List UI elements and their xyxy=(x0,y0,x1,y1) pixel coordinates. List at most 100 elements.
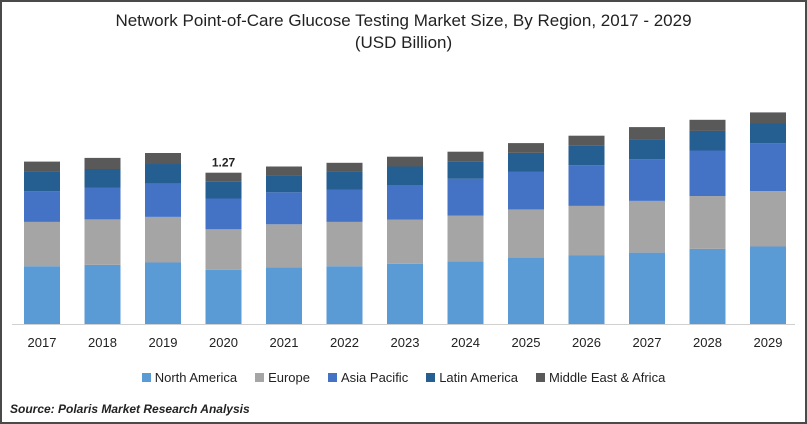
legend-swatch-asia-pacific xyxy=(328,373,337,382)
bar-segment-2022-latin-america xyxy=(326,171,363,190)
bar-segment-2026-middle-east-africa xyxy=(568,135,605,146)
bar-segment-2020-europe xyxy=(205,229,242,270)
bar-segment-2027-europe xyxy=(629,201,665,253)
bar-segment-2019-middle-east-africa xyxy=(145,153,181,165)
x-tick-label-2027: 2027 xyxy=(633,335,662,350)
bar-segment-2029-middle-east-africa xyxy=(750,112,786,124)
bar-segment-2024-latin-america xyxy=(447,161,484,179)
bar-segment-2026-north-america xyxy=(568,255,605,324)
bar-segment-2026-asia-pacific xyxy=(568,165,605,206)
bar-segment-2018-latin-america xyxy=(84,169,121,188)
bar-segment-2025-europe xyxy=(508,209,544,258)
legend-label-asia-pacific: Asia Pacific xyxy=(341,370,409,385)
x-tick-label-2021: 2021 xyxy=(270,335,299,350)
bar-segment-2029-latin-america xyxy=(750,123,786,144)
legend-item-asia-pacific: Asia Pacific xyxy=(328,370,408,385)
legend-label-europe: Europe xyxy=(268,370,310,385)
stacked-bar-chart: 2017 2018 2019 2020 1.27 2021 2022 2023 2024 2025… xyxy=(12,112,795,350)
legend-swatch-middle-east-africa xyxy=(535,373,545,382)
bar-segment-2029-asia-pacific xyxy=(750,143,786,192)
legend-swatch-north-america xyxy=(141,373,151,382)
data-label-2020: 1.27 xyxy=(212,156,236,170)
bar-segment-2027-north-america xyxy=(629,252,665,324)
x-tick-label-2025: 2025 xyxy=(512,335,541,350)
x-tick-label-2024: 2024 xyxy=(451,335,480,350)
bar-segment-2022-europe xyxy=(326,221,363,267)
bar-segment-2021-europe xyxy=(266,224,302,268)
bar-segment-2019-north-america xyxy=(145,262,181,324)
source-note: Source: Polaris Market Research Analysis xyxy=(10,402,250,416)
x-tick-label-2018: 2018 xyxy=(88,335,117,350)
bar-segment-2028-asia-pacific xyxy=(689,150,726,196)
bar-segment-2027-middle-east-africa xyxy=(629,127,665,140)
bar-segment-2023-europe xyxy=(387,219,423,264)
legend-swatch-latin-america xyxy=(426,373,436,382)
bar-segment-2020-asia-pacific xyxy=(205,198,242,230)
bar-segment-2022-middle-east-africa xyxy=(326,162,363,172)
bar-segment-2018-middle-east-africa xyxy=(84,157,121,169)
bar-segment-2017-latin-america xyxy=(24,171,60,192)
bar-segment-2024-europe xyxy=(447,215,484,262)
bar-segment-2024-asia-pacific xyxy=(447,178,484,216)
legend-item-europe: Europe xyxy=(255,370,310,385)
bar-segment-2028-latin-america xyxy=(689,130,726,151)
bar-segment-2018-asia-pacific xyxy=(84,187,121,220)
bar-segment-2017-asia-pacific xyxy=(24,191,60,222)
bar-segment-2028-europe xyxy=(689,196,726,249)
bar-segment-2025-north-america xyxy=(508,257,544,324)
x-tick-label-2029: 2029 xyxy=(754,335,783,350)
chart-legend: North America Europe Asia Pacific Latin Ame… xyxy=(2,370,805,385)
bar-segment-2021-north-america xyxy=(266,267,302,324)
bar-segment-2020-latin-america xyxy=(205,181,242,199)
bar-segment-2017-europe xyxy=(24,221,60,267)
bar-segment-2017-middle-east-africa xyxy=(24,161,60,172)
bar-segment-2020-middle-east-africa xyxy=(205,172,242,182)
bar-segment-2028-middle-east-africa xyxy=(689,119,726,131)
bar-segment-2023-latin-america xyxy=(387,166,423,185)
bar-segment-2024-north-america xyxy=(447,261,484,324)
bar-segment-2027-latin-america xyxy=(629,139,665,160)
x-tick-label-2020: 2020 xyxy=(209,335,238,350)
x-tick-label-2023: 2023 xyxy=(391,335,420,350)
bar-segment-2021-middle-east-africa xyxy=(266,166,302,176)
bar-segment-2029-north-america xyxy=(750,246,786,324)
bar-segment-2021-asia-pacific xyxy=(266,192,302,225)
bar-segment-2022-asia-pacific xyxy=(326,189,363,222)
bar-segment-2026-latin-america xyxy=(568,145,605,166)
legend-label-middle-east-africa: Middle East & Africa xyxy=(548,370,666,385)
legend-item-north-america: North America xyxy=(141,370,237,385)
bar-segment-2018-north-america xyxy=(84,264,121,324)
bar-segment-2019-asia-pacific xyxy=(145,183,181,217)
bar-segment-2025-middle-east-africa xyxy=(508,143,544,153)
x-tick-label-2019: 2019 xyxy=(149,335,178,350)
x-tick-label-2022: 2022 xyxy=(330,335,359,350)
legend-swatch-europe xyxy=(255,373,265,382)
legend-item-latin-america: Latin America xyxy=(426,370,518,385)
bar-segment-2017-north-america xyxy=(24,266,60,324)
bar-segment-2023-middle-east-africa xyxy=(387,156,423,167)
bar-segment-2029-europe xyxy=(750,191,786,247)
bar-segment-2021-latin-america xyxy=(266,175,302,193)
chart-title-line1: Network Point-of-Care Glucose Testing Ma… xyxy=(115,11,692,30)
bar-segment-2022-north-america xyxy=(326,266,363,324)
x-tick-label-2026: 2026 xyxy=(572,335,601,350)
bar-segment-2018-europe xyxy=(84,219,121,265)
x-tick-label-2017: 2017 xyxy=(28,335,57,350)
bar-segment-2025-latin-america xyxy=(508,153,544,172)
bar-segment-2028-north-america xyxy=(689,248,726,324)
bar-segment-2023-north-america xyxy=(387,263,423,324)
bar-segment-2020-north-america xyxy=(205,269,242,324)
legend-label-latin-america: Latin America xyxy=(439,370,518,385)
bar-segment-2019-latin-america xyxy=(145,164,181,184)
bar-segment-2025-asia-pacific xyxy=(508,171,544,210)
chart-title: Network Point-of-Care Glucose Testing Ma… xyxy=(2,10,805,54)
bar-segment-2024-middle-east-africa xyxy=(447,151,484,162)
bar-segment-2026-europe xyxy=(568,205,605,256)
bar-segment-2027-asia-pacific xyxy=(629,159,665,201)
x-tick-label-2028: 2028 xyxy=(693,335,722,350)
bar-segment-2019-europe xyxy=(145,217,181,263)
legend-item-middle-east-africa: Middle East & Africa xyxy=(535,370,666,385)
bar-segment-2023-asia-pacific xyxy=(387,185,423,220)
chart-title-line2: (USD Billion) xyxy=(354,33,453,52)
